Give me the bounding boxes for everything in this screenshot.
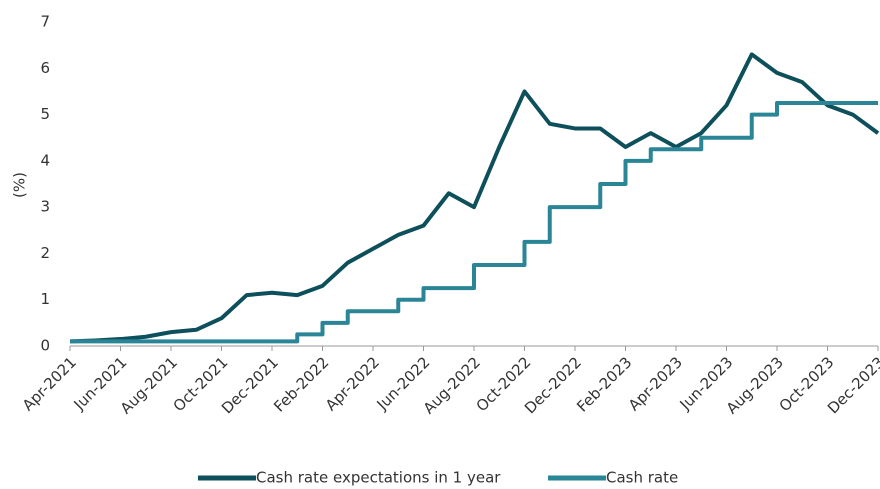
y-tick-label: 6 [40, 59, 50, 77]
x-tick-label: Feb-2023 [573, 353, 635, 415]
y-tick-label: 3 [40, 198, 50, 216]
y-tick-label: 2 [40, 244, 50, 262]
legend-label: Cash rate [606, 469, 678, 487]
x-tick-label: Apr-2021 [19, 353, 80, 414]
y-tick-label: 4 [40, 151, 50, 169]
legend-label: Cash rate expectations in 1 year [256, 469, 501, 487]
line-series [70, 101, 878, 344]
x-tick-label: Apr-2022 [322, 353, 383, 414]
y-tick-label: 1 [40, 290, 50, 308]
x-tick-label: Feb-2022 [270, 353, 332, 415]
y-tick-label: 5 [40, 105, 50, 123]
y-axis-label: (%) [11, 172, 29, 198]
y-tick-label: 7 [40, 13, 50, 31]
y-tick-label: 0 [40, 337, 50, 355]
line-series [69, 52, 880, 344]
x-tick-label: Apr-2023 [625, 353, 686, 414]
